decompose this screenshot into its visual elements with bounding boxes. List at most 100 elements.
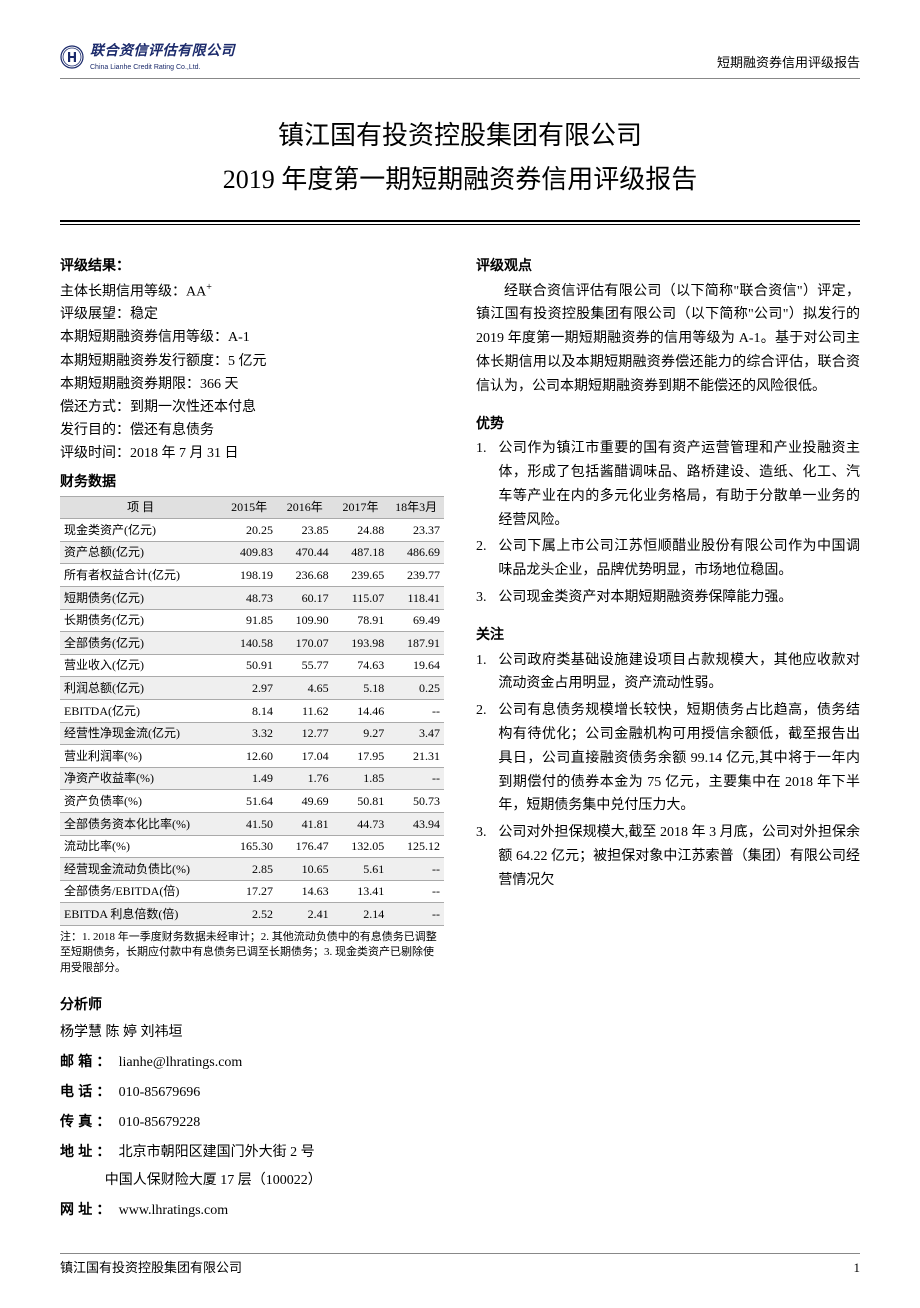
table-row: 短期债务(亿元)48.7360.17115.07118.41 [60, 587, 444, 610]
table-cell: 2.14 [333, 903, 389, 926]
analyst-block: 杨学慧 陈 婷 刘祎垣 邮箱：lianhe@lhratings.com 电话：0… [60, 1019, 444, 1225]
list-item: 2.公司有息债务规模增长较快，短期债务占比趋高，债务结构有待优化；公司金融机构可… [476, 699, 860, 818]
table-row: 资产总额(亿元)409.83470.44487.18486.69 [60, 541, 444, 564]
rating-item-2: 本期短期融资券信用等级：A-1 [60, 326, 444, 349]
table-cell: 198.19 [221, 564, 277, 587]
table-row: 全部债务/EBITDA(倍)17.2714.6313.41-- [60, 880, 444, 903]
table-row: 流动比率(%)165.30176.47132.05125.12 [60, 835, 444, 858]
analyst-addr-1: 地址：北京市朝阳区建国门外大街 2 号 [60, 1137, 444, 1167]
left-column: 评级结果： 主体长期信用等级：AA+ 评级展望：稳定 本期短期融资券信用等级：A… [60, 249, 444, 1225]
table-cell: EBITDA(亿元) [60, 700, 221, 723]
table-cell: 50.91 [221, 654, 277, 677]
table-cell: 5.61 [333, 858, 389, 881]
footer-left: 镇江国有投资控股集团有限公司 [60, 1258, 242, 1278]
table-cell: 470.44 [277, 541, 333, 564]
table-cell: 14.63 [277, 880, 333, 903]
table-cell: 50.73 [388, 790, 444, 813]
table-cell: -- [388, 767, 444, 790]
table-row: 资产负债率(%)51.6449.6950.8150.73 [60, 790, 444, 813]
table-cell: 净资产收益率(%) [60, 767, 221, 790]
table-cell: 486.69 [388, 541, 444, 564]
table-cell: 短期债务(亿元) [60, 587, 221, 610]
table-row: 现金类资产(亿元)20.2523.8524.8823.37 [60, 519, 444, 542]
financial-note: 注：1. 2018 年一季度财务数据未经审计；2. 其他流动负债中的有息债务已调… [60, 930, 444, 976]
table-cell: 17.04 [277, 745, 333, 768]
table-cell: 经营现金流动负债比(%) [60, 858, 221, 881]
analyst-web: 网址：www.lhratings.com [60, 1195, 444, 1225]
table-cell: 74.63 [333, 654, 389, 677]
table-cell: 利润总额(亿元) [60, 677, 221, 700]
table-row: 所有者权益合计(亿元)198.19236.68239.65239.77 [60, 564, 444, 587]
rating-result-heading: 评级结果： [60, 255, 444, 277]
table-cell: 营业收入(亿元) [60, 654, 221, 677]
table-cell: 125.12 [388, 835, 444, 858]
list-item: 3.公司对外担保规模大,截至 2018 年 3 月底，公司对外担保余额 64.2… [476, 821, 860, 892]
rating-item-5: 偿还方式：到期一次性还本付息 [60, 396, 444, 419]
table-cell: 23.37 [388, 519, 444, 542]
table-row: 利润总额(亿元)2.974.655.180.25 [60, 677, 444, 700]
rating-item-4: 本期短期融资券期限：366 天 [60, 373, 444, 396]
table-row: 净资产收益率(%)1.491.761.85-- [60, 767, 444, 790]
table-cell: 50.81 [333, 790, 389, 813]
table-cell: 4.65 [277, 677, 333, 700]
financial-heading: 财务数据 [60, 471, 444, 493]
right-column: 评级观点 经联合资信评估有限公司（以下简称"联合资信"）评定，镇江国有投资控股集… [476, 249, 860, 1225]
aa-plus-superscript: + [206, 282, 212, 293]
table-cell: 41.50 [221, 813, 277, 836]
table-cell: 41.81 [277, 813, 333, 836]
table-cell: 43.94 [388, 813, 444, 836]
table-cell: 现金类资产(亿元) [60, 519, 221, 542]
table-cell: 8.14 [221, 700, 277, 723]
table-cell: 176.47 [277, 835, 333, 858]
analyst-names: 杨学慧 陈 婷 刘祎垣 [60, 1019, 444, 1047]
analyst-heading: 分析师 [60, 994, 444, 1016]
table-cell: 19.64 [388, 654, 444, 677]
table-cell: 49.69 [277, 790, 333, 813]
table-row: 经营性净现金流(亿元)3.3212.779.273.47 [60, 722, 444, 745]
table-cell: -- [388, 858, 444, 881]
table-cell: 全部债务资本化比率(%) [60, 813, 221, 836]
table-cell: 132.05 [333, 835, 389, 858]
col-header-1: 2015年 [221, 496, 277, 519]
table-cell: 2.41 [277, 903, 333, 926]
table-row: 长期债务(亿元)91.85109.9078.9169.49 [60, 609, 444, 632]
table-cell: -- [388, 903, 444, 926]
table-cell: 3.32 [221, 722, 277, 745]
rating-item-7: 评级时间：2018 年 7 月 31 日 [60, 442, 444, 465]
table-cell: 全部债务/EBITDA(倍) [60, 880, 221, 903]
table-row: EBITDA(亿元)8.1411.6214.46-- [60, 700, 444, 723]
table-cell: 21.31 [388, 745, 444, 768]
table-cell: 长期债务(亿元) [60, 609, 221, 632]
table-cell: 193.98 [333, 632, 389, 655]
table-cell: 60.17 [277, 587, 333, 610]
analyst-phone: 电话：010-85679696 [60, 1077, 444, 1107]
table-cell: 0.25 [388, 677, 444, 700]
strengths-heading: 优势 [476, 413, 860, 435]
table-cell: 全部债务(亿元) [60, 632, 221, 655]
col-header-2: 2016年 [277, 496, 333, 519]
title-line-2: 2019 年度第一期短期融资券信用评级报告 [60, 158, 860, 202]
table-cell: 2.97 [221, 677, 277, 700]
logo-text-cn: 联合资信评估有限公司 [90, 42, 235, 58]
table-cell: 所有者权益合计(亿元) [60, 564, 221, 587]
table-cell: 2.85 [221, 858, 277, 881]
table-cell: 1.76 [277, 767, 333, 790]
table-cell: 48.73 [221, 587, 277, 610]
table-cell: 2.52 [221, 903, 277, 926]
table-cell: 流动比率(%) [60, 835, 221, 858]
double-rule-thick [60, 220, 860, 222]
table-cell: 17.95 [333, 745, 389, 768]
strengths-list: 1.公司作为镇江市重要的国有资产运营管理和产业投融资主体，形成了包括酱醋调味品、… [476, 437, 860, 610]
list-item: 3.公司现金类资产对本期短期融资券保障能力强。 [476, 586, 860, 610]
table-cell: 13.41 [333, 880, 389, 903]
title-line-1: 镇江国有投资控股集团有限公司 [60, 114, 860, 158]
table-cell: 409.83 [221, 541, 277, 564]
analyst-email: 邮箱：lianhe@lhratings.com [60, 1047, 444, 1077]
list-item: 1.公司政府类基础设施建设项目占款规模大，其他应收款对流动资金占用明显，资产流动… [476, 649, 860, 697]
table-cell: 营业利润率(%) [60, 745, 221, 768]
footer-bar: 镇江国有投资控股集团有限公司 1 [60, 1253, 860, 1278]
concerns-heading: 关注 [476, 624, 860, 646]
table-cell: 140.58 [221, 632, 277, 655]
table-row: EBITDA 利息倍数(倍)2.522.412.14-- [60, 903, 444, 926]
table-cell: 3.47 [388, 722, 444, 745]
